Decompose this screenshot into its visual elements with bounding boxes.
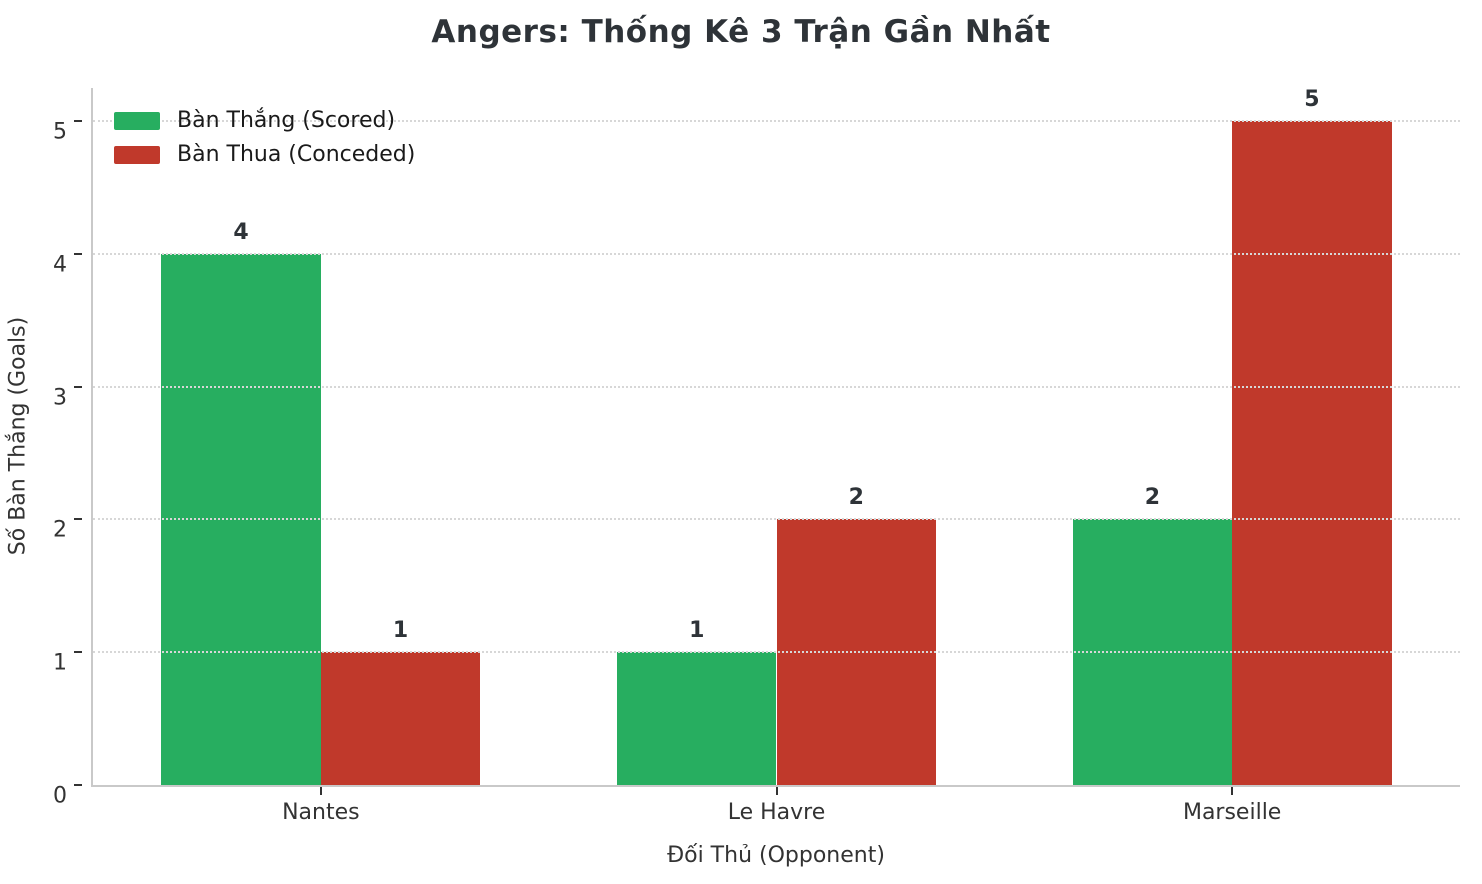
bar-value-label-scored-marseille: 2 bbox=[1144, 485, 1161, 511]
bar-value-label-scored-le-havre: 1 bbox=[689, 618, 705, 644]
gridline-y5 bbox=[93, 120, 1460, 123]
legend-label-conceded: Bàn Thua (Conceded) bbox=[177, 142, 416, 167]
gridline-y3 bbox=[93, 385, 1460, 388]
x-tick-mark-marseille bbox=[1231, 787, 1234, 795]
y-tick-layer: 0 1 2 3 4 5 bbox=[0, 88, 91, 809]
y-tick-label-0: 0 bbox=[53, 783, 67, 809]
y-tick-label-1: 1 bbox=[53, 650, 67, 676]
bar-value-label-conceded-le-havre: 2 bbox=[848, 485, 864, 511]
gridline-y1 bbox=[93, 651, 1460, 654]
y-tick-mark-5 bbox=[74, 120, 82, 123]
bar-value-label-conceded-marseille: 5 bbox=[1304, 87, 1320, 113]
y-tick-mark-0 bbox=[74, 784, 82, 786]
bar-value-label-conceded-nantes: 1 bbox=[392, 618, 409, 644]
legend-swatch-scored bbox=[114, 111, 160, 130]
x-tick-label-marseille: Marseille bbox=[1182, 800, 1282, 825]
y-tick-label-5: 5 bbox=[53, 119, 67, 145]
legend-item-conceded: Bàn Thua (Conceded) bbox=[114, 142, 415, 167]
bar-conceded-nantes bbox=[320, 652, 481, 785]
plot-area: 4 1 1 2 2 5 Bàn Thắng (Scored) Bàn Thua (Conce… bbox=[91, 87, 1460, 787]
x-tick-mark-nantes bbox=[319, 787, 322, 795]
y-tick-label-3: 3 bbox=[53, 385, 67, 411]
x-tick-mark-le-havre bbox=[775, 787, 778, 795]
y-tick-mark-2 bbox=[74, 518, 82, 521]
y-tick-mark-1 bbox=[74, 651, 82, 654]
y-tick-label-2: 2 bbox=[53, 517, 67, 543]
bar-conceded-marseille bbox=[1232, 121, 1392, 785]
y-tick-mark-3 bbox=[74, 385, 82, 388]
y-axis-spine bbox=[91, 88, 93, 785]
bar-scored-le-havre bbox=[617, 652, 777, 785]
x-axis-label: Đối Thủ (Opponent) bbox=[667, 843, 885, 868]
bar-value-label-scored-nantes: 4 bbox=[233, 219, 249, 245]
x-tick-label-le-havre: Le Havre bbox=[727, 800, 826, 825]
legend-label-scored: Bàn Thắng (Scored) bbox=[177, 108, 396, 133]
legend-item-scored: Bàn Thắng (Scored) bbox=[114, 108, 415, 133]
chart-title: Angers: Thống Kê 3 Trận Gần Nhất bbox=[431, 14, 1051, 50]
y-axis-label: Số Bàn Thắng (Goals) bbox=[5, 316, 31, 556]
gridline-y2 bbox=[93, 518, 1460, 521]
x-tick-label-nantes: Nantes bbox=[282, 800, 360, 825]
legend: Bàn Thắng (Scored) Bàn Thua (Conceded) bbox=[114, 108, 415, 176]
legend-swatch-conceded bbox=[114, 145, 160, 164]
y-tick-mark-4 bbox=[74, 252, 82, 255]
x-axis-spine bbox=[91, 785, 1460, 787]
y-tick-label-4: 4 bbox=[53, 252, 67, 278]
x-tick-layer: Nantes Le Havre Marseille bbox=[93, 785, 1460, 845]
gridline-y4 bbox=[93, 252, 1460, 255]
